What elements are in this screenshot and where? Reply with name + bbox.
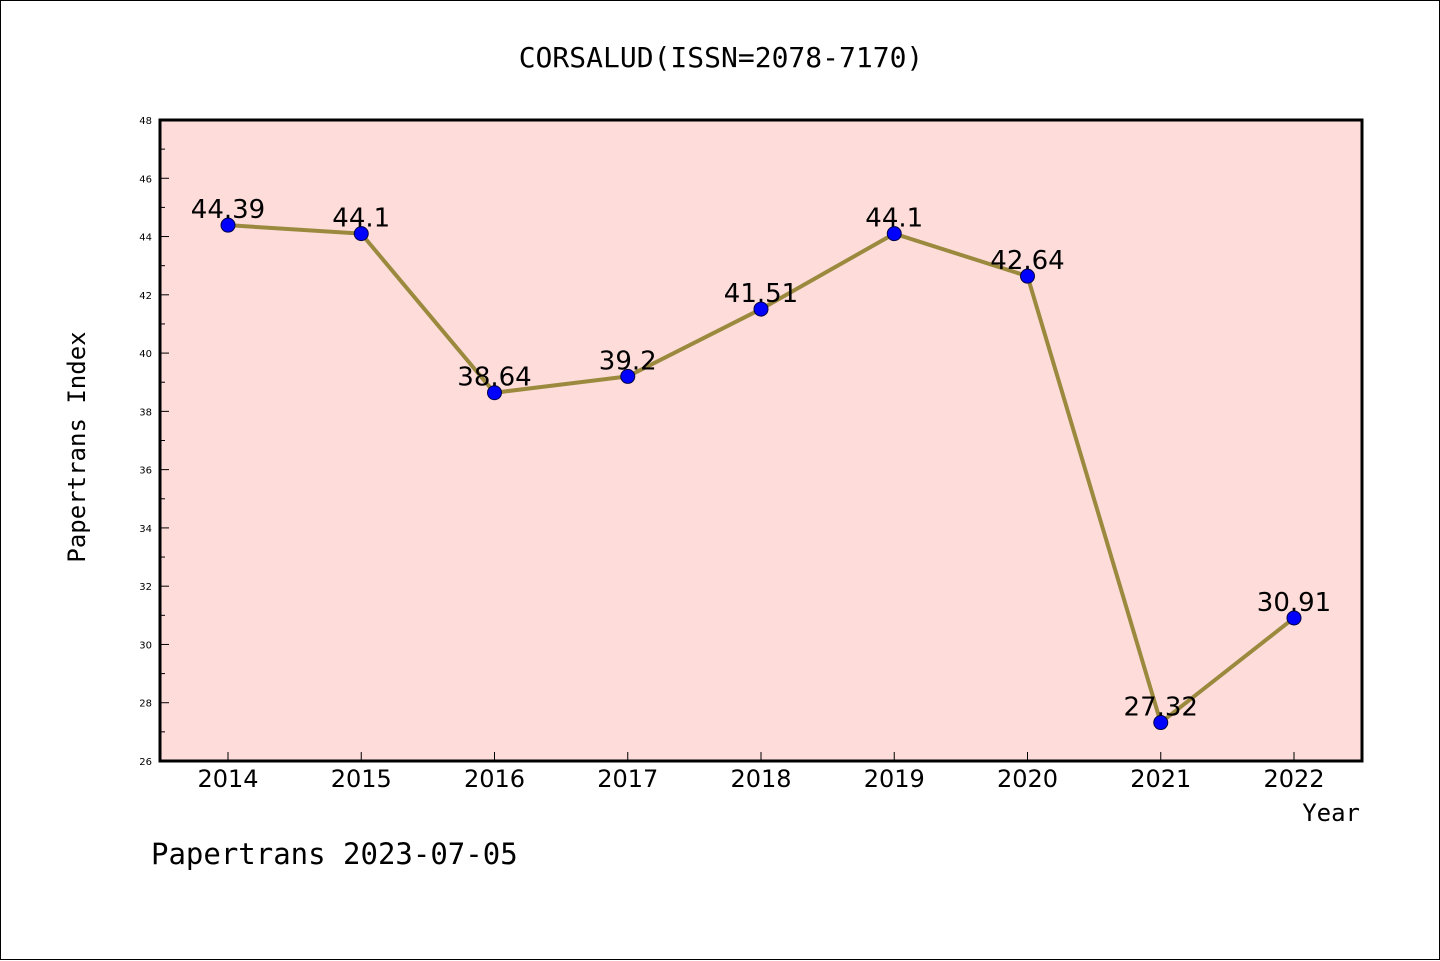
data-point xyxy=(1153,715,1169,731)
data-point xyxy=(487,385,502,401)
data-label: 44.1 xyxy=(865,204,923,234)
data-label: 39.2 xyxy=(599,346,657,376)
data-point xyxy=(353,226,369,242)
x-tick-label: 2019 xyxy=(864,765,925,793)
data-label: 30.91 xyxy=(1257,588,1331,618)
x-tick-label: 2020 xyxy=(997,765,1058,793)
y-axis-label: Papertrans Index xyxy=(63,331,91,562)
data-point xyxy=(220,217,236,233)
y-tick-label: 32 xyxy=(139,582,152,593)
data-label: 42.64 xyxy=(990,246,1064,276)
data-label: 41.51 xyxy=(724,279,798,309)
y-tick-label: 42 xyxy=(139,291,152,302)
chart-title: CORSALUD(ISSN=2078-7170) xyxy=(519,41,924,74)
x-axis: 2014 2015 2016 2017 2018 2019 2020 2021 2022 xyxy=(197,752,1325,793)
data-point xyxy=(1020,268,1035,284)
x-tick-label: 2017 xyxy=(597,765,658,793)
x-tick-label: 2018 xyxy=(730,765,791,793)
data-point xyxy=(753,301,769,317)
y-tick-label: 26 xyxy=(139,757,152,768)
data-point xyxy=(886,226,902,242)
data-label: 44.39 xyxy=(191,195,265,225)
y-tick-label: 36 xyxy=(139,466,152,477)
y-tick-label: 28 xyxy=(139,699,152,710)
y-tick-label: 48 xyxy=(139,116,152,127)
data-label: 27.32 xyxy=(1124,693,1198,723)
x-axis-label: Year xyxy=(1302,799,1360,827)
data-point xyxy=(620,368,636,384)
x-tick-label: 2016 xyxy=(464,765,525,793)
y-tick-label: 34 xyxy=(139,524,152,535)
series-layer: 44.39 44.1 38.64 39.2 41.51 44.1 42.64 27.32 30.… xyxy=(191,195,1331,731)
y-tick-label: 40 xyxy=(139,349,152,360)
y-tick-label: 44 xyxy=(139,233,152,244)
y-tick-label: 38 xyxy=(139,407,152,418)
data-label: 44.1 xyxy=(332,204,390,234)
y-axis: 26 28 30 32 34 36 38 40 42 44 46 48 xyxy=(139,116,169,768)
footer-text: Papertrans 2023-07-05 xyxy=(151,837,518,871)
data-label: 38.64 xyxy=(457,363,531,393)
x-tick-label: 2021 xyxy=(1130,765,1191,793)
x-tick-label: 2022 xyxy=(1263,765,1324,793)
x-tick-label: 2014 xyxy=(197,765,258,793)
data-point xyxy=(1286,610,1302,626)
y-tick-label: 46 xyxy=(139,174,152,185)
x-tick-label: 2015 xyxy=(331,765,392,793)
y-tick-label: 30 xyxy=(139,640,152,651)
